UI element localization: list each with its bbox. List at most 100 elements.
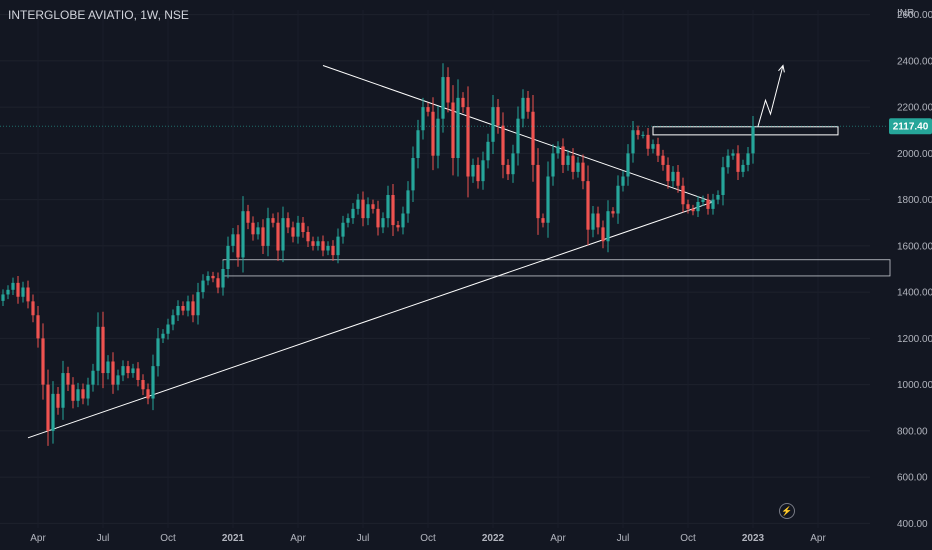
candle-body (361, 199, 365, 219)
candle-body (641, 134, 645, 136)
x-tick-label: 2021 (222, 533, 245, 544)
lightning-icon[interactable]: ⚡ (779, 503, 795, 519)
x-tick-label: Oct (160, 533, 176, 544)
x-tick-label: Apr (810, 533, 826, 544)
candle-body (596, 213, 600, 228)
candle-body (646, 134, 650, 149)
y-tick-label: 1400.00 (897, 288, 932, 299)
candle-body (271, 218, 275, 223)
candle-body (141, 380, 145, 390)
candle-body (196, 292, 200, 316)
candle-body (721, 167, 725, 195)
x-tick-label: Oct (680, 533, 696, 544)
arrow-head (778, 64, 785, 73)
candle-body (491, 107, 495, 142)
candle-body (176, 306, 180, 316)
candle-body (76, 389, 80, 401)
candle-body (101, 326, 105, 374)
candle-body (541, 218, 545, 223)
candle-body (636, 130, 640, 135)
candle-body (1, 294, 5, 301)
candle-body (476, 164, 480, 182)
candle-body (416, 130, 420, 158)
candle-body (286, 218, 290, 228)
candle-body (86, 384, 90, 399)
candle-body (136, 368, 140, 380)
candle-body (151, 366, 155, 399)
candle-body (216, 278, 220, 288)
y-tick-label: 800.00 (897, 426, 928, 437)
candle-body (201, 280, 205, 293)
x-tick-label: Jul (357, 533, 370, 544)
projection-arrow (757, 65, 784, 127)
candle-body (311, 241, 315, 246)
candle-body (701, 199, 705, 202)
candle-body (486, 141, 490, 161)
x-tick-label: Jul (617, 533, 630, 544)
candle-body (461, 97, 465, 108)
candle-body (536, 164, 540, 219)
candle-body (626, 153, 630, 177)
candle-body (616, 185, 620, 214)
candle-body (46, 384, 50, 431)
y-tick-label: 1800.00 (897, 195, 932, 206)
candle-body (581, 162, 585, 182)
price-axis[interactable]: 400.00 600.00 800.00 1000.00 1200.00 1400.00 1… (897, 10, 932, 530)
candle-body (41, 338, 45, 385)
candle-body (106, 361, 110, 374)
candle-body (316, 241, 320, 246)
candle-body (561, 146, 565, 165)
candle-body (236, 234, 240, 258)
candle-body (436, 118, 440, 156)
candle-body (511, 153, 515, 175)
y-tick-label: 600.00 (897, 473, 928, 484)
candle-body (741, 164, 745, 172)
candle-body (411, 158, 415, 191)
candle-body (121, 366, 125, 376)
candle-body (306, 232, 310, 242)
y-tick-label: 1600.00 (897, 241, 932, 252)
candle-body (456, 97, 460, 158)
candle-body (506, 164, 510, 175)
candle-body (691, 208, 695, 212)
y-tick-label: 2400.00 (897, 56, 932, 67)
candle-body (576, 162, 580, 172)
currency-unit: INR (897, 8, 915, 19)
y-tick-label: 1200.00 (897, 334, 932, 345)
candle-body (426, 107, 430, 112)
candle-body (526, 97, 530, 112)
candle-body (166, 324, 170, 334)
candle-body (161, 333, 165, 339)
candle-body (61, 373, 65, 408)
time-axis[interactable]: Apr Jul Oct 2021 Apr Jul Oct 2022 Apr Jul Oct 2023 A… (30, 533, 826, 544)
candle-body (571, 155, 575, 172)
candle-body (606, 211, 610, 242)
candle-body (546, 176, 550, 223)
candle-body (36, 315, 40, 339)
candle-body (631, 130, 635, 154)
candle-body (706, 199, 710, 209)
candle-body (206, 275, 210, 281)
candle-body (621, 176, 625, 186)
candle-body (346, 218, 350, 223)
candle-body (231, 234, 235, 246)
candle-body (301, 222, 305, 232)
candle-body (391, 195, 395, 226)
candle-body (731, 153, 735, 156)
candle-body (431, 111, 435, 156)
candle-body (481, 160, 485, 182)
y-tick-label: 400.00 (897, 519, 928, 530)
candle-body (21, 287, 25, 297)
candle-body (586, 181, 590, 230)
candle-body (181, 306, 185, 311)
candle-body (296, 222, 300, 237)
candle-body (601, 227, 605, 242)
x-tick-label: 2023 (742, 533, 765, 544)
grid (0, 10, 870, 528)
current-price-label: 2117.40 (893, 122, 929, 133)
candle-body (386, 195, 390, 219)
candle-body (371, 204, 375, 209)
candle-body (611, 211, 615, 214)
support-zone (222, 259, 891, 277)
